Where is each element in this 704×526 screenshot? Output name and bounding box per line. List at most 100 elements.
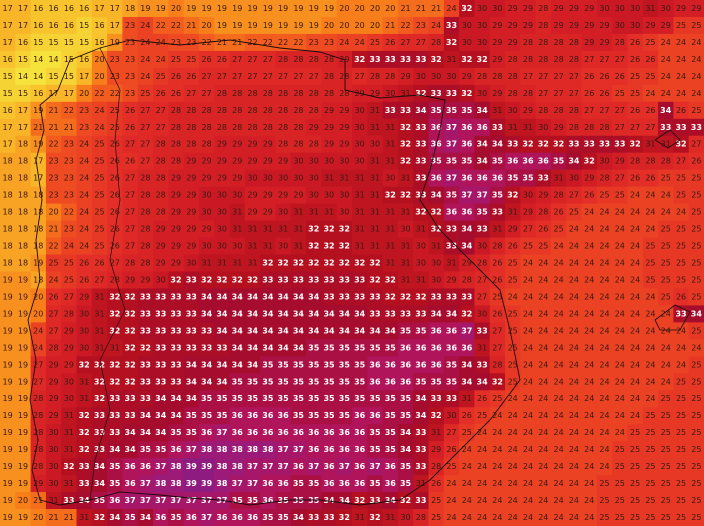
temperature-cell bbox=[168, 458, 185, 476]
temperature-cell bbox=[183, 16, 200, 35]
temperature-cell bbox=[489, 118, 506, 137]
temperature-value: 33 bbox=[538, 174, 549, 183]
temperature-cell bbox=[229, 271, 246, 289]
temperature-cell bbox=[45, 50, 62, 69]
temperature-value: 37 bbox=[339, 462, 350, 471]
temperature-cell bbox=[122, 390, 139, 408]
temperature-cell bbox=[214, 203, 231, 222]
temperature-cell bbox=[505, 441, 521, 459]
temperature-value: 33 bbox=[79, 479, 90, 488]
temperature-value: 24 bbox=[615, 428, 625, 437]
temperature-value: 29 bbox=[324, 140, 334, 149]
temperature-cell bbox=[76, 373, 93, 391]
temperature-cell bbox=[627, 373, 644, 391]
temperature-cell bbox=[474, 84, 491, 103]
temperature-cell bbox=[443, 271, 460, 289]
temperature-value: 33 bbox=[140, 377, 151, 386]
temperature-value: 31 bbox=[64, 428, 74, 437]
temperature-cell bbox=[520, 237, 537, 256]
temperature-cell bbox=[30, 186, 47, 205]
temperature-cell bbox=[397, 84, 414, 103]
temperature-cell bbox=[474, 475, 491, 493]
temperature-value: 32 bbox=[79, 360, 90, 369]
temperature-value: 29 bbox=[492, 21, 502, 30]
temperature-value: 19 bbox=[3, 496, 13, 505]
temperature-cell bbox=[397, 458, 414, 476]
temperature-cell bbox=[137, 390, 154, 408]
temperature-cell bbox=[91, 356, 108, 374]
temperature-value: 30 bbox=[324, 191, 334, 200]
temperature-cell bbox=[244, 373, 261, 391]
temperature-value: 29 bbox=[691, 4, 701, 13]
temperature-cell bbox=[658, 152, 674, 171]
temperature-value: 24 bbox=[554, 275, 564, 284]
temperature-cell bbox=[658, 237, 674, 256]
temperature-cell bbox=[244, 458, 261, 476]
temperature-value: 26 bbox=[477, 394, 487, 403]
temperature-value: 30 bbox=[385, 89, 395, 98]
temperature-value: 28 bbox=[232, 89, 242, 98]
temperature-value: 31 bbox=[247, 242, 257, 251]
temperature-value: 30 bbox=[339, 208, 349, 217]
temperature-cell bbox=[382, 203, 399, 222]
temperature-cell bbox=[382, 220, 399, 239]
temperature-cell bbox=[306, 118, 322, 137]
temperature-value: 24 bbox=[446, 496, 456, 505]
temperature-value: 24 bbox=[48, 275, 58, 284]
temperature-cell bbox=[612, 169, 628, 188]
temperature-cell bbox=[352, 67, 368, 86]
temperature-value: 28 bbox=[615, 38, 625, 47]
temperature-value: 33 bbox=[477, 225, 488, 234]
temperature-cell bbox=[505, 356, 521, 374]
temperature-cell bbox=[137, 220, 154, 239]
temperature-cell bbox=[306, 339, 322, 357]
temperature-value: 28 bbox=[278, 89, 288, 98]
temperature-value: 34 bbox=[109, 513, 121, 522]
temperature-cell bbox=[0, 0, 16, 18]
temperature-value: 36 bbox=[461, 343, 473, 352]
temperature-cell bbox=[596, 339, 613, 357]
temperature-value: 24 bbox=[492, 411, 502, 420]
temperature-value: 26 bbox=[630, 106, 640, 115]
temperature-cell bbox=[443, 186, 460, 205]
temperature-cell bbox=[321, 237, 338, 256]
temperature-cell bbox=[122, 203, 139, 222]
temperature-value: 28 bbox=[278, 140, 288, 149]
temperature-cell bbox=[596, 237, 613, 256]
temperature-value: 34 bbox=[216, 377, 228, 386]
temperature-cell bbox=[673, 458, 690, 476]
temperature-cell bbox=[15, 492, 32, 510]
temperature-value: 32 bbox=[385, 292, 396, 301]
temperature-value: 24 bbox=[523, 462, 533, 471]
temperature-value: 29 bbox=[523, 21, 533, 30]
temperature-value: 33 bbox=[415, 123, 426, 132]
temperature-value: 25 bbox=[661, 411, 671, 420]
temperature-value: 35 bbox=[339, 360, 351, 369]
temperature-value: 31 bbox=[202, 259, 212, 268]
temperature-cell bbox=[244, 407, 261, 425]
temperature-cell bbox=[397, 305, 414, 323]
temperature-value: 28 bbox=[370, 72, 380, 81]
temperature-cell bbox=[91, 475, 108, 493]
temperature-value: 35 bbox=[170, 513, 182, 522]
temperature-cell bbox=[505, 67, 521, 86]
temperature-cell bbox=[581, 0, 598, 18]
temperature-cell bbox=[321, 458, 338, 476]
temperature-value: 24 bbox=[477, 428, 487, 437]
temperature-value: 24 bbox=[523, 479, 533, 488]
temperature-cell bbox=[321, 220, 338, 239]
temperature-value: 31 bbox=[355, 191, 365, 200]
temperature-cell bbox=[260, 458, 276, 476]
temperature-value: 24 bbox=[523, 411, 533, 420]
temperature-value: 34 bbox=[262, 292, 274, 301]
temperature-value: 24 bbox=[462, 479, 472, 488]
temperature-cell bbox=[627, 152, 644, 171]
temperature-value: 37 bbox=[461, 326, 472, 335]
temperature-value: 25 bbox=[691, 479, 701, 488]
temperature-value: 29 bbox=[247, 191, 257, 200]
temperature-cell bbox=[443, 84, 460, 103]
temperature-value: 25 bbox=[676, 275, 686, 284]
temperature-cell bbox=[275, 475, 292, 493]
temperature-cell bbox=[413, 407, 430, 425]
temperature-cell bbox=[474, 441, 491, 459]
